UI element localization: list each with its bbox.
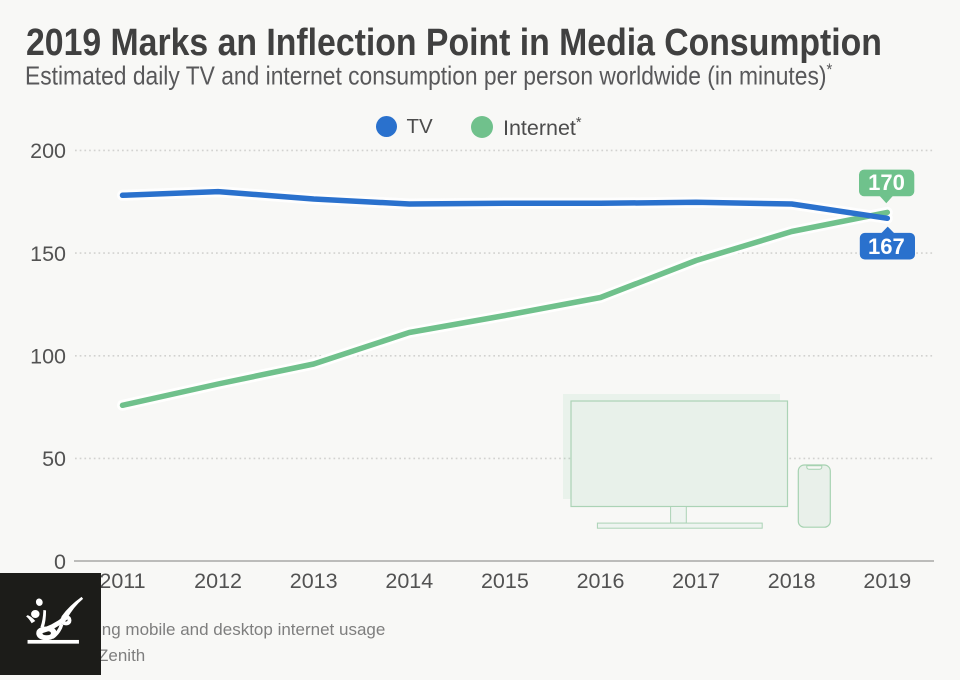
svg-text:2019: 2019 bbox=[863, 569, 911, 593]
svg-text:2015: 2015 bbox=[481, 569, 529, 593]
svg-text:50: 50 bbox=[42, 447, 66, 471]
svg-text:2011: 2011 bbox=[99, 569, 145, 593]
svg-text:2016: 2016 bbox=[577, 569, 625, 593]
svg-text:2014: 2014 bbox=[385, 569, 433, 593]
svg-text:200: 200 bbox=[30, 139, 66, 163]
svg-text:170: 170 bbox=[868, 170, 905, 195]
svg-text:2012: 2012 bbox=[194, 569, 242, 593]
svg-text:2017: 2017 bbox=[672, 569, 720, 593]
svg-text:2013: 2013 bbox=[290, 569, 338, 593]
svg-text:100: 100 bbox=[30, 345, 66, 369]
svg-text:0: 0 bbox=[54, 550, 66, 574]
svg-text:150: 150 bbox=[30, 242, 66, 266]
svg-text:2018: 2018 bbox=[768, 569, 816, 593]
svg-text:167: 167 bbox=[868, 234, 905, 259]
